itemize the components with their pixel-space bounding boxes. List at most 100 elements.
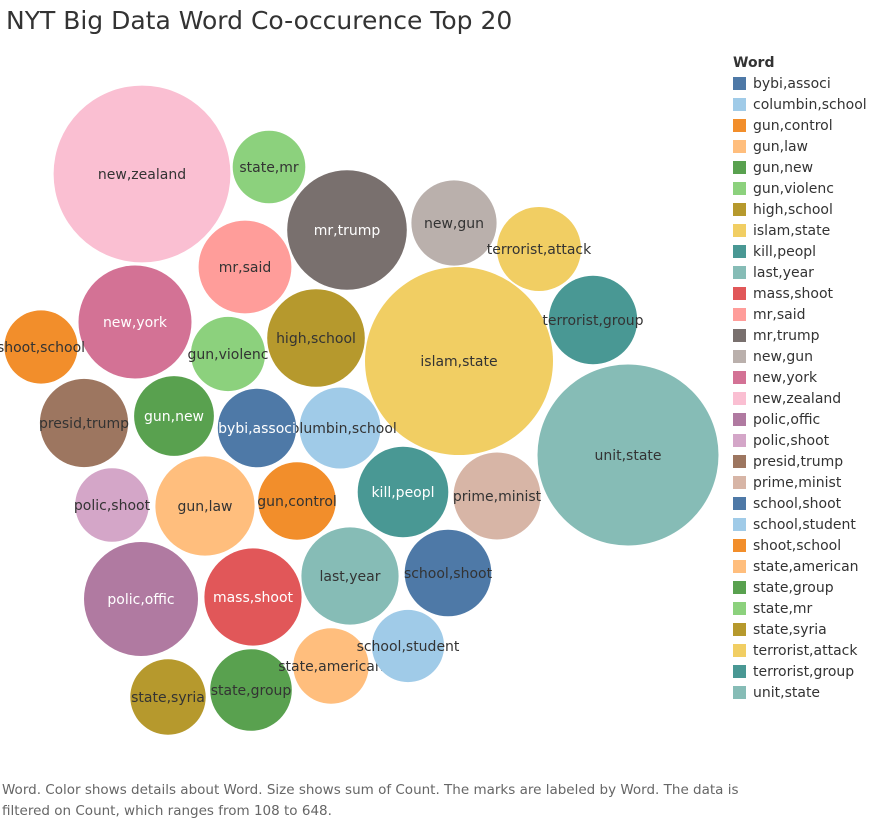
bubble[interactable]: state,mr	[232, 130, 306, 204]
legend-label: new,york	[753, 369, 818, 386]
legend-item[interactable]: new,gun	[733, 346, 867, 367]
bubble-circle[interactable]	[78, 265, 192, 379]
legend-item[interactable]: state,group	[733, 577, 867, 598]
legend-item[interactable]: state,mr	[733, 598, 867, 619]
bubble-circle[interactable]	[301, 527, 399, 625]
bubble[interactable]: new,york	[78, 265, 192, 379]
legend-swatch	[733, 518, 746, 531]
legend-item[interactable]: new,zealand	[733, 388, 867, 409]
bubble[interactable]: gun,violenc	[188, 316, 269, 392]
legend-item[interactable]: terrorist,attack	[733, 640, 867, 661]
legend-item[interactable]: last,year	[733, 262, 867, 283]
bubble[interactable]: terrorist,attack	[487, 207, 592, 291]
bubble-circle[interactable]	[497, 207, 581, 291]
bubble-circle[interactable]	[357, 446, 449, 538]
bubble[interactable]: prime,minist	[453, 452, 542, 540]
bubble-circle[interactable]	[287, 170, 407, 290]
legend-item[interactable]: new,york	[733, 367, 867, 388]
bubble[interactable]: gun,law	[155, 456, 255, 556]
bubble-circle[interactable]	[190, 316, 266, 392]
bubble-circle[interactable]	[258, 462, 336, 540]
legend-item[interactable]: columbin,school	[733, 94, 867, 115]
bubble[interactable]: columbin,school	[283, 387, 397, 469]
bubble-label: columbin,school	[283, 421, 397, 437]
legend-item[interactable]: presid,trump	[733, 451, 867, 472]
bubble[interactable]: new,gun	[411, 180, 497, 266]
bubble-circle[interactable]	[371, 609, 445, 683]
legend-item[interactable]: gun,law	[733, 136, 867, 157]
legend-item[interactable]: terrorist,group	[733, 661, 867, 682]
legend-item[interactable]: polic,shoot	[733, 430, 867, 451]
bubble-circle[interactable]	[537, 364, 719, 546]
bubble-circle[interactable]	[217, 388, 297, 468]
legend-item[interactable]: shoot,school	[733, 535, 867, 556]
bubble[interactable]: school,student	[357, 609, 460, 683]
legend-item[interactable]: state,american	[733, 556, 867, 577]
bubble-label: state,syria	[131, 690, 205, 706]
bubble[interactable]: bybi,associ	[217, 388, 297, 468]
bubble-circle[interactable]	[75, 468, 149, 542]
legend-item[interactable]: islam,state	[733, 220, 867, 241]
bubble[interactable]: islam,state	[365, 267, 553, 455]
bubble[interactable]: shoot,school	[0, 310, 85, 384]
bubble-circle[interactable]	[548, 275, 638, 365]
bubble[interactable]: state,group	[210, 649, 292, 731]
bubble[interactable]: unit,state	[537, 364, 719, 546]
bubble-circle[interactable]	[404, 529, 492, 617]
bubble[interactable]: school,shoot	[404, 529, 493, 617]
bubble[interactable]: last,year	[301, 527, 399, 625]
bubble[interactable]: kill,peopl	[357, 446, 449, 538]
legend-item[interactable]: mr,said	[733, 304, 867, 325]
bubble-circle[interactable]	[453, 452, 541, 540]
bubble[interactable]: gun,new	[134, 376, 214, 456]
legend-item[interactable]: polic,offic	[733, 409, 867, 430]
bubble-circle[interactable]	[365, 267, 553, 455]
legend-item[interactable]: mr,trump	[733, 325, 867, 346]
legend-swatch	[733, 287, 746, 300]
bubble-label: state,american	[278, 659, 384, 675]
legend-label: terrorist,group	[753, 663, 855, 680]
bubble-circle[interactable]	[198, 220, 292, 314]
bubble[interactable]: gun,control	[257, 462, 337, 540]
bubble-circle[interactable]	[232, 130, 306, 204]
bubble-circle[interactable]	[204, 548, 302, 646]
bubble[interactable]: state,american	[278, 628, 384, 704]
bubble-circle[interactable]	[39, 378, 129, 468]
bubble-circle[interactable]	[267, 289, 365, 387]
bubble[interactable]: mass,shoot	[204, 548, 302, 646]
bubble-circle[interactable]	[293, 628, 369, 704]
legend-item[interactable]: bybi,associ	[733, 73, 867, 94]
legend-item[interactable]: kill,peopl	[733, 241, 867, 262]
bubble[interactable]: new,zealand	[53, 85, 231, 263]
bubble-circle[interactable]	[411, 180, 497, 266]
bubble-circle[interactable]	[155, 456, 255, 556]
bubble-circle[interactable]	[53, 85, 231, 263]
bubble[interactable]: polic,offic	[84, 542, 198, 656]
legend-item[interactable]: mass,shoot	[733, 283, 867, 304]
legend-item[interactable]: high,school	[733, 199, 867, 220]
bubble-circle[interactable]	[84, 542, 198, 656]
legend-item[interactable]: school,shoot	[733, 493, 867, 514]
legend-item[interactable]: gun,violenc	[733, 178, 867, 199]
legend-item[interactable]: unit,state	[733, 682, 867, 703]
legend-item[interactable]: prime,minist	[733, 472, 867, 493]
bubble-circle[interactable]	[210, 649, 292, 731]
bubble-label: school,student	[357, 639, 460, 655]
bubble-circle[interactable]	[134, 376, 214, 456]
bubble[interactable]: state,syria	[130, 659, 206, 735]
legend-item[interactable]: state,syria	[733, 619, 867, 640]
bubble[interactable]: polic,shoot	[74, 468, 151, 542]
legend-item[interactable]: gun,new	[733, 157, 867, 178]
bubble-circle[interactable]	[299, 387, 381, 469]
bubble[interactable]: high,school	[267, 289, 365, 387]
bubble[interactable]: presid,trump	[39, 378, 129, 468]
bubble[interactable]: mr,said	[198, 220, 292, 314]
bubble[interactable]: mr,trump	[287, 170, 407, 290]
bubble-label: kill,peopl	[371, 485, 434, 501]
legend-item[interactable]: gun,control	[733, 115, 867, 136]
legend-item[interactable]: school,student	[733, 514, 867, 535]
bubble-label: polic,shoot	[74, 498, 151, 514]
bubble-circle[interactable]	[4, 310, 78, 384]
bubble-circle[interactable]	[130, 659, 206, 735]
bubble[interactable]: terrorist,group	[542, 275, 644, 365]
